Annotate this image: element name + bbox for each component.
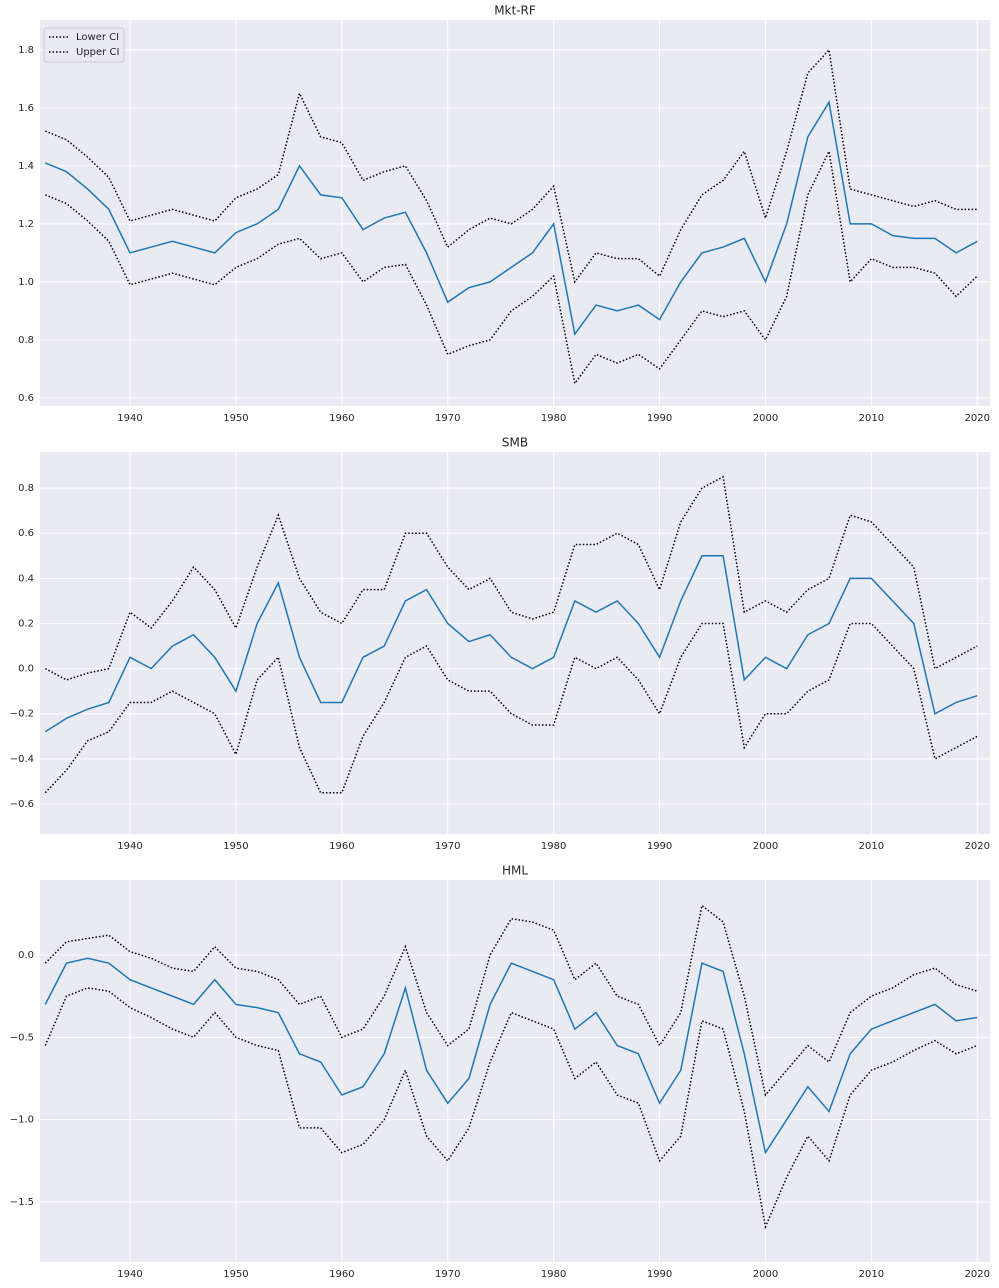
y-tick-label: −0.4 bbox=[10, 754, 34, 765]
x-tick-label: 1980 bbox=[541, 413, 566, 424]
y-tick-label: 1.6 bbox=[18, 103, 34, 114]
x-tick-label: 1970 bbox=[435, 1269, 460, 1280]
x-tick-label: 2010 bbox=[859, 413, 884, 424]
y-tick-label: 0.6 bbox=[18, 528, 34, 539]
chart-title: HML bbox=[502, 864, 528, 878]
y-tick-label: −0.2 bbox=[10, 709, 34, 720]
y-tick-label: 0.4 bbox=[18, 573, 34, 584]
x-tick-label: 1980 bbox=[541, 841, 566, 852]
y-tick-label: 1.0 bbox=[18, 277, 34, 288]
x-tick-label: 2000 bbox=[753, 1269, 778, 1280]
ci-line bbox=[45, 48, 978, 284]
series-group bbox=[44, 475, 978, 794]
x-tick-label: 1940 bbox=[117, 841, 142, 852]
estimate-line bbox=[45, 99, 978, 336]
x-tick-label: 2010 bbox=[859, 1269, 884, 1280]
x-tick-label: 1950 bbox=[223, 1269, 248, 1280]
y-tick-label: 1.4 bbox=[18, 161, 34, 172]
plot-area bbox=[40, 20, 990, 406]
x-tick-label: 1970 bbox=[435, 413, 460, 424]
x-tick-label: 2020 bbox=[965, 841, 990, 852]
legend-label: Upper CI bbox=[76, 47, 119, 58]
y-tick-label: 1.2 bbox=[18, 219, 34, 230]
x-tick-label: 2020 bbox=[965, 413, 990, 424]
x-tick-label: 1940 bbox=[117, 413, 142, 424]
x-tick-label: 1960 bbox=[329, 1269, 354, 1280]
x-tick-label: 1990 bbox=[647, 413, 672, 424]
x-tick-label: 1950 bbox=[223, 413, 248, 424]
series-group bbox=[44, 904, 978, 1230]
x-tick-label: 1940 bbox=[117, 1269, 142, 1280]
x-tick-label: 1960 bbox=[329, 841, 354, 852]
estimate-line bbox=[44, 957, 978, 1155]
y-tick-label: −1.5 bbox=[10, 1197, 34, 1208]
y-tick-label: −1.0 bbox=[10, 1115, 34, 1126]
x-tick-label: 1950 bbox=[223, 841, 248, 852]
x-tick-label: 1990 bbox=[647, 1269, 672, 1280]
x-tick-label: 1990 bbox=[647, 841, 672, 852]
x-tick-label: 1980 bbox=[541, 1269, 566, 1280]
legend-label: Lower CI bbox=[76, 32, 119, 43]
chart-title: SMB bbox=[502, 436, 528, 450]
series-group bbox=[45, 48, 978, 386]
ci-line bbox=[44, 904, 978, 1097]
x-tick-label: 1960 bbox=[329, 413, 354, 424]
y-tick-label: 0.8 bbox=[18, 335, 34, 346]
x-tick-label: 2000 bbox=[753, 413, 778, 424]
chart-title: Mkt-RF bbox=[494, 4, 536, 18]
ci-line bbox=[44, 622, 978, 794]
x-tick-label: 2000 bbox=[753, 841, 778, 852]
x-tick-label: 2020 bbox=[965, 1269, 990, 1280]
y-tick-label: 0.0 bbox=[18, 664, 34, 675]
y-tick-label: 0.6 bbox=[18, 393, 34, 404]
x-tick-label: 2010 bbox=[859, 841, 884, 852]
ci-line bbox=[44, 475, 978, 681]
y-tick-label: 0.8 bbox=[18, 483, 34, 494]
x-tick-label: 1970 bbox=[435, 841, 460, 852]
plot-area bbox=[40, 880, 990, 1262]
estimate-line bbox=[44, 555, 978, 733]
y-tick-label: −0.5 bbox=[10, 1032, 34, 1043]
plot-area bbox=[40, 452, 990, 834]
y-tick-label: −0.6 bbox=[10, 799, 34, 810]
y-tick-label: 0.2 bbox=[18, 618, 34, 629]
y-tick-label: 1.8 bbox=[18, 45, 34, 56]
ci-line bbox=[45, 148, 978, 386]
y-tick-label: 0.0 bbox=[18, 950, 34, 961]
